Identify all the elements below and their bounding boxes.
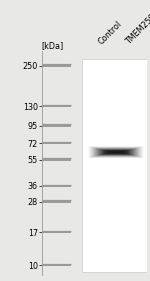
Text: [kDa]: [kDa] [41,41,63,50]
Text: TMEM259: TMEM259 [124,12,150,46]
FancyBboxPatch shape [82,59,147,272]
Text: Control: Control [97,19,124,46]
